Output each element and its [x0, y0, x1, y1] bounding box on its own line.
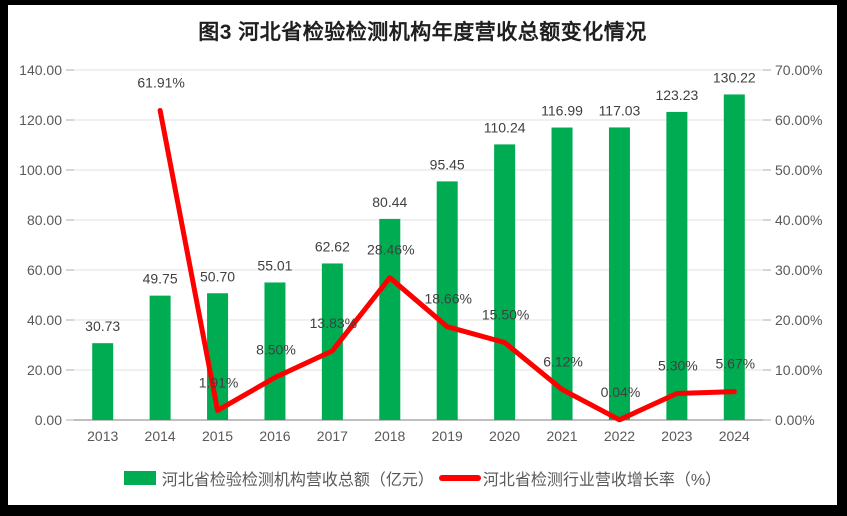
bar-series-swatch	[123, 471, 156, 485]
bar-2017	[321, 263, 343, 420]
line-value-label: 5.30%	[658, 358, 698, 374]
left-axis-label: 80.00	[27, 212, 62, 228]
line-value-label: 15.50%	[482, 307, 529, 323]
bar-2023	[666, 111, 688, 421]
left-axis-label: 40.00	[27, 312, 62, 328]
right-axis-label: 60.00%	[775, 112, 822, 128]
right-axis-label: 10.00%	[775, 362, 822, 378]
bar-2019	[436, 181, 458, 420]
x-axis-category-label: 2019	[432, 428, 463, 444]
x-axis-category-label: 2018	[374, 428, 405, 444]
line-series-swatch	[438, 475, 481, 481]
bar-2021	[551, 127, 573, 421]
left-axis-label: 20.00	[27, 362, 62, 378]
line-value-label: 18.66%	[424, 291, 471, 307]
bar-2020	[494, 144, 516, 420]
chart-legend: 河北省检验检测机构营收总额（亿元） 河北省检测行业营收增长率（%）	[8, 466, 837, 490]
line-value-label: 1.91%	[199, 374, 239, 390]
bar-value-label: 55.01	[257, 257, 292, 273]
line-value-label: 28.46%	[367, 242, 414, 258]
bar-value-label: 80.44	[372, 194, 407, 210]
chart-title: 图3 河北省检验检测机构年度营收总额变化情况	[198, 21, 647, 44]
left-axis-label: 120.00	[19, 112, 62, 128]
x-axis-category-label: 2021	[546, 428, 577, 444]
right-axis-label: 20.00%	[775, 312, 822, 328]
right-axis-label: 70.00%	[775, 62, 822, 78]
bar-2014	[149, 295, 171, 420]
bar-value-label: 116.99	[541, 103, 583, 119]
right-axis-label: 40.00%	[775, 212, 822, 228]
x-axis-category-label: 2013	[87, 428, 118, 444]
x-axis-category-label: 2017	[317, 428, 348, 444]
line-value-label: 6.12%	[543, 353, 583, 369]
bar-2016	[264, 282, 286, 420]
chart-panel: 图3 河北省检验检测机构年度营收总额变化情况 0.00 0.00% 20.00 10.…	[8, 5, 837, 505]
right-axis-label: 50.00%	[775, 162, 822, 178]
left-axis-label: 140.00	[19, 62, 62, 78]
line-value-label: 61.91%	[137, 74, 184, 90]
bar-value-label: 117.03	[599, 102, 641, 118]
bar-2024	[723, 94, 745, 420]
left-axis-label: 100.00	[19, 162, 62, 178]
bar-value-label: 95.45	[430, 156, 465, 172]
legend-item-growth: 河北省检测行业营收增长率（%）	[438, 466, 722, 490]
legend-item-revenue: 河北省检验检测机构营收总额（亿元）	[123, 466, 434, 490]
bar-value-label: 62.62	[315, 238, 350, 254]
bar-2018	[379, 218, 401, 420]
bar-2013	[92, 343, 114, 420]
x-axis-category-label: 2022	[604, 428, 635, 444]
x-axis-category-label: 2023	[661, 428, 692, 444]
x-axis-category-label: 2016	[259, 428, 290, 444]
bar-value-label: 49.75	[143, 271, 178, 287]
line-value-label: 5.67%	[715, 356, 755, 372]
line-value-label: 0.04%	[601, 384, 641, 400]
x-axis-category-label: 2014	[145, 428, 176, 444]
bar-series-label: 河北省检验检测机构营收总额（亿元）	[161, 472, 434, 489]
bar-value-label: 50.70	[200, 268, 235, 284]
left-axis-label: 60.00	[27, 262, 62, 278]
right-axis-label: 30.00%	[775, 262, 822, 278]
x-axis-category-label: 2024	[719, 428, 750, 444]
line-series-label: 河北省检测行业营收增长率（%）	[482, 472, 722, 489]
bar-2022	[608, 127, 630, 421]
line-value-label: 8.50%	[256, 342, 296, 358]
x-axis-category-label: 2015	[202, 428, 233, 444]
growth-rate-line	[157, 107, 737, 423]
bar-value-label: 130.22	[713, 69, 756, 85]
combo-chart: 0.00 0.00% 20.00 10.00% 40.00 20.00% 60.00 30.0…	[19, 62, 822, 444]
x-axis-category-label: 2020	[489, 428, 520, 444]
bar-value-label: 123.23	[655, 87, 698, 103]
line-value-label: 13.83%	[310, 315, 357, 331]
right-axis-label: 0.00%	[775, 412, 815, 428]
bar-value-label: 110.24	[484, 119, 526, 135]
left-axis-label: 0.00	[35, 412, 62, 428]
bar-value-label: 30.73	[85, 318, 120, 334]
